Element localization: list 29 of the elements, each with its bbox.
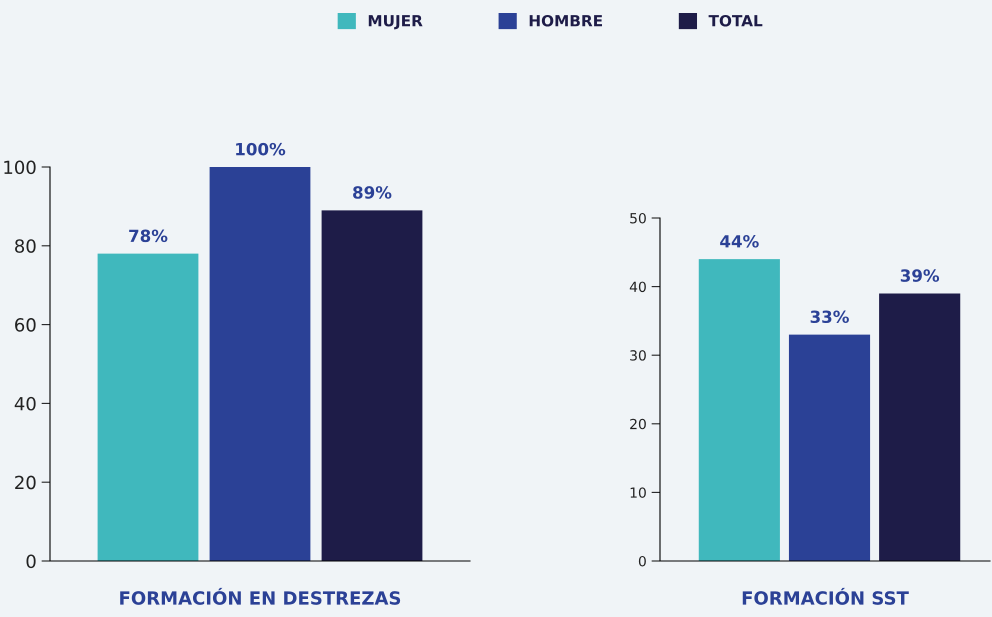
bar bbox=[98, 254, 198, 561]
bar bbox=[322, 210, 422, 561]
data-label: 39% bbox=[900, 269, 940, 282]
x-axis-title: FORMACIÓN SST bbox=[742, 588, 909, 605]
y-tick-label: 30 bbox=[630, 350, 646, 361]
y-tick-label: 0 bbox=[638, 556, 646, 566]
bar bbox=[210, 167, 310, 561]
bar bbox=[879, 293, 960, 561]
y-tick-label: 20 bbox=[15, 476, 36, 490]
y-tick-label: 40 bbox=[14, 396, 36, 411]
y-tick-label: 0 bbox=[26, 554, 36, 568]
data-label: 89% bbox=[353, 186, 392, 199]
legend-label: MUJER bbox=[368, 15, 423, 30]
y-tick-label: 100 bbox=[4, 160, 36, 174]
data-label: 78% bbox=[129, 230, 168, 242]
y-tick-label: 50 bbox=[630, 212, 646, 224]
data-label: 33% bbox=[810, 310, 849, 324]
bar bbox=[788, 334, 870, 561]
y-tick-label: 40 bbox=[630, 282, 646, 292]
y-tick-label: 10 bbox=[630, 487, 646, 498]
x-axis-title: FORMACIÓN EN DESTREZAS bbox=[120, 588, 400, 605]
bar bbox=[698, 259, 780, 561]
data-label: 44% bbox=[720, 234, 759, 248]
y-tick-label: 80 bbox=[15, 239, 36, 253]
legend-label: HOMBRE bbox=[530, 14, 602, 26]
data-label: 100% bbox=[236, 142, 286, 156]
y-tick-label: 20 bbox=[630, 418, 646, 430]
legend-label: TOTAL bbox=[708, 14, 762, 26]
y-tick-label: 60 bbox=[15, 318, 36, 332]
